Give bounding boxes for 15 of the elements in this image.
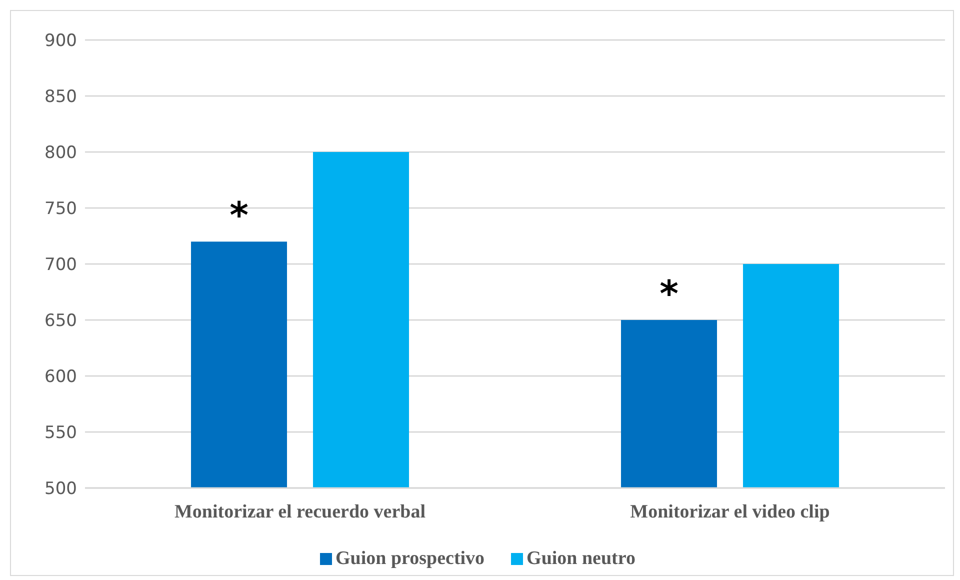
y-tick-label: 900 bbox=[44, 31, 77, 52]
legend-label: Guion neutro bbox=[526, 548, 636, 570]
x-tick-label: Monitorizar el video clip bbox=[630, 501, 830, 522]
y-tick-label: 600 bbox=[44, 367, 77, 388]
y-tick-label: 850 bbox=[44, 87, 77, 108]
y-tick-label: 750 bbox=[44, 199, 77, 220]
x-tick-label: Monitorizar el recuerdo verbal bbox=[174, 501, 426, 522]
y-tick-label: 700 bbox=[44, 255, 77, 276]
annotation: * bbox=[660, 274, 679, 315]
y-tick-label: 650 bbox=[44, 311, 77, 332]
y-tick-label: 800 bbox=[44, 143, 77, 164]
y-tick-label: 550 bbox=[44, 423, 77, 444]
y-tick-label: 500 bbox=[44, 479, 77, 500]
annotation: * bbox=[230, 196, 249, 237]
legend-label: Guion prospectivo bbox=[336, 548, 485, 570]
